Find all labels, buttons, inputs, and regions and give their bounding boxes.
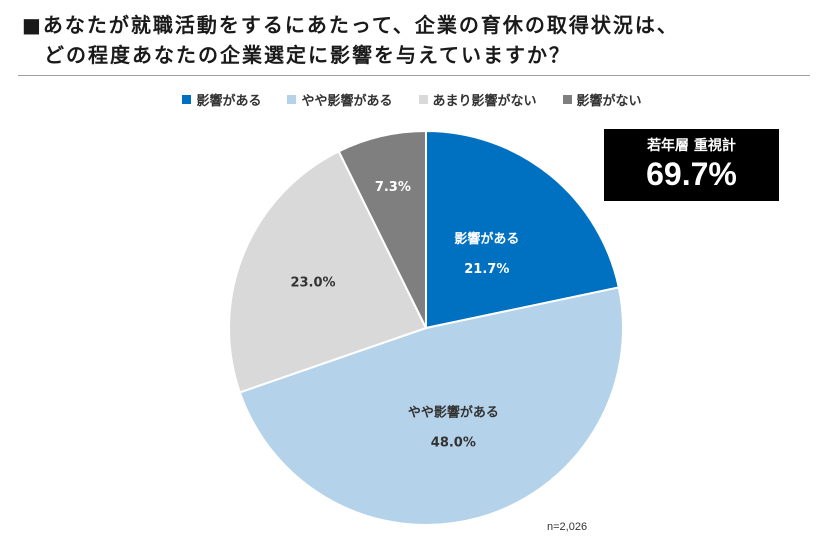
callout-box: 若年層 重視計 69.7% bbox=[604, 129, 779, 201]
slice-2-value-label: 48.0% bbox=[431, 436, 476, 451]
chart-title-line2: どの程度あなたの企業選定に影響を与えていますか？ bbox=[44, 43, 571, 67]
slice-2-wedge bbox=[238, 286, 624, 526]
legend-label: やや影響がある bbox=[301, 94, 393, 109]
slice-3-wedge bbox=[228, 150, 428, 394]
legend-label: 影響がない bbox=[576, 94, 642, 109]
legend-item-influential: 影響がある bbox=[182, 90, 261, 109]
slice-2-name-label: やや影響がある bbox=[408, 405, 499, 421]
legend-item-not-very-influential: あまり影響がない bbox=[418, 90, 537, 109]
legend-swatch bbox=[287, 95, 297, 104]
legend-item-not-influential: 影響がない bbox=[562, 90, 642, 109]
title-divider bbox=[18, 75, 810, 76]
slice-1-wedge bbox=[425, 129, 620, 330]
legend-item-somewhat-influential: やや影響がある bbox=[287, 90, 393, 109]
slice-4-wedge bbox=[337, 129, 427, 329]
legend-label: 影響がある bbox=[196, 94, 262, 109]
legend: 影響がある やや影響がある あまり影響がない 影響がない bbox=[0, 90, 824, 109]
slice-1-name-label: 影響がある bbox=[454, 231, 519, 247]
legend-swatch bbox=[418, 95, 428, 104]
chart-title: ■あなたが就職活動をするにあたって、企業の育休の取得状況は、 どの程度あなたの企… bbox=[22, 10, 812, 70]
legend-label: あまり影響がない bbox=[432, 94, 537, 109]
legend-swatch bbox=[562, 95, 572, 104]
slice-3-value-label: 23.0% bbox=[290, 276, 335, 291]
chart-title-line1: ■あなたが就職活動をするにあたって、企業の育休の取得状況は、 bbox=[22, 13, 679, 37]
sample-size-note: n=2,026 bbox=[547, 521, 588, 533]
callout-label: 若年層 重視計 bbox=[647, 138, 736, 154]
callout-value: 69.7% bbox=[646, 156, 737, 192]
slice-4-value-label: 7.3% bbox=[375, 180, 411, 195]
slice-1-value-label: 21.7% bbox=[464, 262, 509, 277]
legend-swatch bbox=[182, 95, 192, 104]
